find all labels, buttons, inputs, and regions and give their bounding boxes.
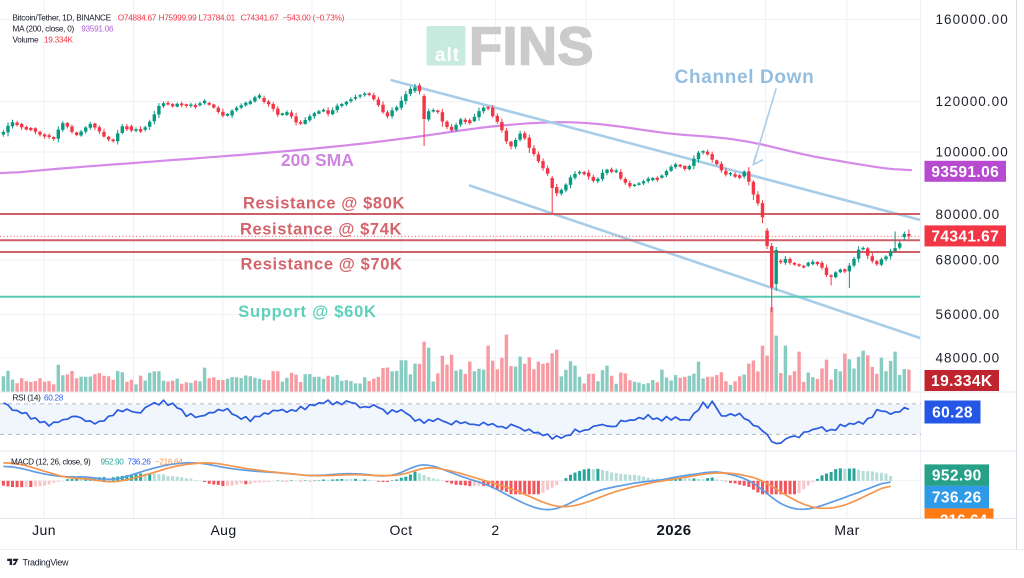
svg-text:H75999.99: H75999.99 [159, 14, 198, 23]
svg-text:L73784.01: L73784.01 [199, 14, 236, 23]
svg-text:60.28: 60.28 [932, 405, 973, 422]
svg-text:Resistance @ $74K: Resistance @ $74K [240, 221, 402, 239]
svg-text:Oct: Oct [390, 522, 413, 538]
svg-text:68000.00: 68000.00 [936, 253, 1001, 268]
svg-text:19.334K: 19.334K [44, 36, 74, 45]
svg-text:952.90: 952.90 [932, 468, 982, 485]
svg-text:736.26: 736.26 [128, 458, 152, 467]
svg-text:Channel Down: Channel Down [675, 67, 815, 88]
svg-text:2026: 2026 [657, 522, 692, 539]
svg-text:−216.64: −216.64 [155, 458, 183, 467]
svg-text:C74341.67: C74341.67 [241, 14, 280, 23]
svg-text:MA (200, close, 0): MA (200, close, 0) [13, 25, 75, 34]
svg-text:60.28: 60.28 [44, 394, 64, 403]
svg-text:Volume: Volume [13, 36, 40, 45]
svg-text:Bitcoin/Tether, 1D, BINANCE: Bitcoin/Tether, 1D, BINANCE [13, 14, 112, 23]
svg-text:−216.64: −216.64 [931, 513, 988, 530]
svg-text:2: 2 [491, 522, 499, 538]
svg-text:100000.00: 100000.00 [936, 145, 1009, 160]
svg-text:Aug: Aug [210, 522, 236, 538]
svg-text:48000.00: 48000.00 [936, 351, 1001, 366]
svg-text:200 SMA: 200 SMA [281, 150, 354, 170]
svg-text:−543.00 (−0.73%): −543.00 (−0.73%) [283, 14, 345, 23]
svg-text:56000.00: 56000.00 [936, 307, 1001, 322]
svg-text:FINS: FINS [469, 17, 594, 77]
svg-text:Jun: Jun [32, 522, 56, 538]
svg-text:O74884.67: O74884.67 [118, 14, 157, 23]
svg-text:MACD (12, 26, close, 9): MACD (12, 26, close, 9) [11, 458, 91, 467]
svg-text:120000.00: 120000.00 [936, 94, 1009, 109]
svg-text:93591.06: 93591.06 [81, 25, 114, 34]
svg-text:93591.06: 93591.06 [931, 164, 999, 181]
svg-text:Resistance @ $80K: Resistance @ $80K [243, 195, 405, 213]
svg-text:952.90: 952.90 [101, 458, 125, 467]
svg-text:Resistance @ $70K: Resistance @ $70K [240, 256, 402, 274]
svg-text:74341.67: 74341.67 [931, 228, 999, 245]
svg-text:80000.00: 80000.00 [936, 207, 1001, 222]
svg-text:RSI (14): RSI (14) [13, 394, 42, 403]
svg-text:Support @ $60K: Support @ $60K [238, 303, 376, 321]
svg-text:736.26: 736.26 [932, 490, 982, 507]
svg-text:Mar: Mar [834, 522, 859, 538]
svg-text:19.334K: 19.334K [931, 373, 993, 390]
svg-text:160000.00: 160000.00 [936, 12, 1009, 27]
svg-text:alt: alt [435, 45, 460, 66]
svg-text:TradingView: TradingView [23, 558, 70, 568]
